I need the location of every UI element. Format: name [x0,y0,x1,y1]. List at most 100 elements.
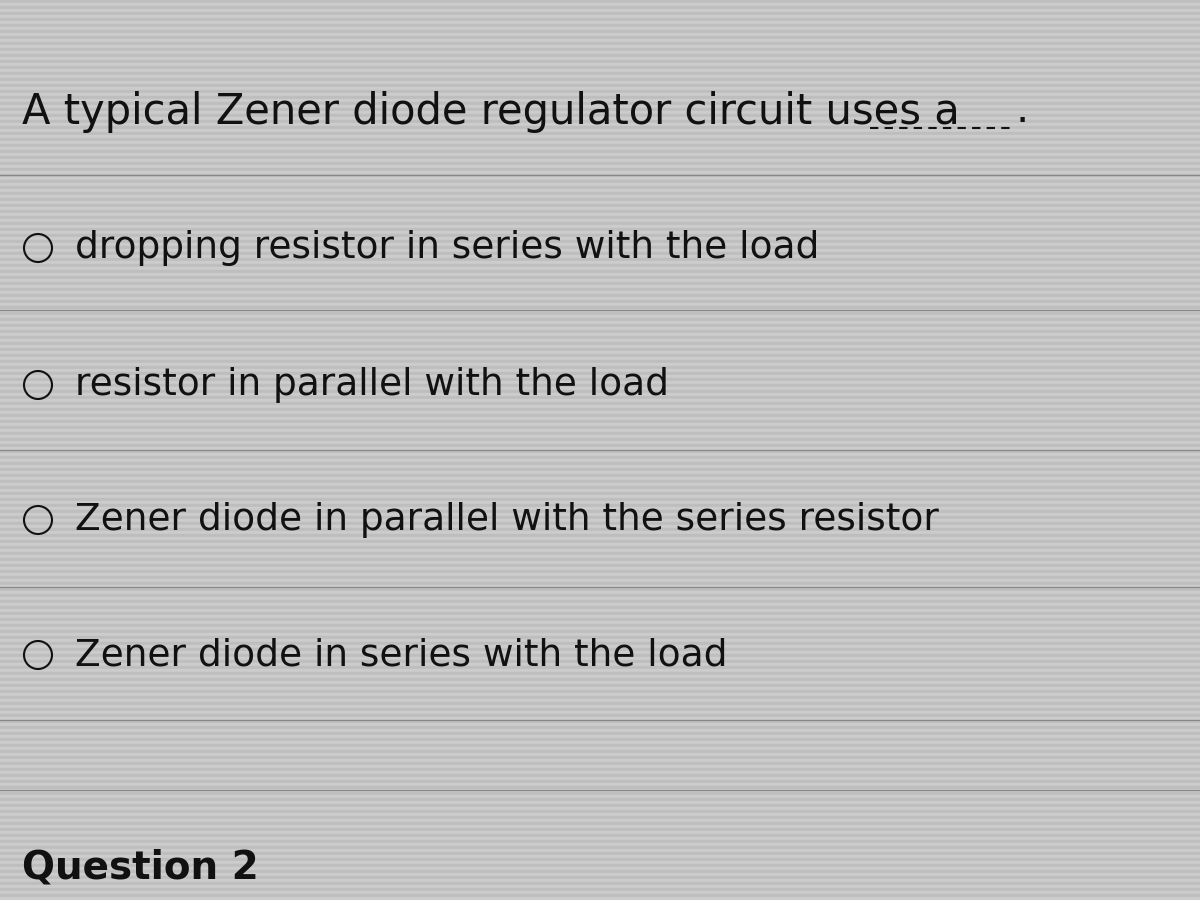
Bar [0,681,1200,684]
Bar [0,825,1200,828]
Bar [0,822,1200,825]
Bar [0,54,1200,57]
Bar [0,591,1200,594]
Bar [0,513,1200,516]
Bar [0,66,1200,69]
Bar [0,318,1200,321]
Bar [0,216,1200,219]
Bar [0,891,1200,894]
Bar [0,660,1200,663]
Bar [0,303,1200,306]
Bar [0,438,1200,441]
Bar [0,450,1200,453]
Bar [0,735,1200,738]
Bar [0,483,1200,486]
Bar [0,765,1200,768]
Bar [0,747,1200,750]
Bar [0,828,1200,831]
Bar [0,264,1200,267]
Text: dropping resistor in series with the load: dropping resistor in series with the loa… [74,230,820,266]
Bar [0,168,1200,171]
Bar [0,870,1200,873]
Bar [0,492,1200,495]
Bar [0,51,1200,54]
Bar [0,783,1200,786]
Bar [0,552,1200,555]
Bar [0,411,1200,414]
Bar [0,132,1200,135]
Bar [0,408,1200,411]
Bar [0,897,1200,900]
Bar [0,807,1200,810]
Bar [0,327,1200,330]
Bar [0,237,1200,240]
Bar [0,672,1200,675]
Bar [0,315,1200,318]
Bar [0,789,1200,792]
Bar [0,774,1200,777]
Bar [0,429,1200,432]
Bar [0,675,1200,678]
Bar [0,777,1200,780]
Bar [0,705,1200,708]
Bar [0,816,1200,819]
Bar [0,378,1200,381]
Bar [0,753,1200,756]
Bar [0,720,1200,723]
Bar [0,507,1200,510]
Bar [0,510,1200,513]
Bar [0,294,1200,297]
Bar [0,723,1200,726]
Bar [0,99,1200,102]
Bar [0,855,1200,858]
Bar [0,180,1200,183]
Bar [0,3,1200,6]
Bar [0,867,1200,870]
Bar [0,768,1200,771]
Bar [0,312,1200,315]
Bar [0,750,1200,753]
Bar [0,729,1200,732]
Bar [0,285,1200,288]
Bar [0,618,1200,621]
Bar [0,36,1200,39]
Bar [0,135,1200,138]
Bar [0,306,1200,309]
Bar [0,600,1200,603]
Bar [0,390,1200,393]
Bar [0,189,1200,192]
Bar [0,393,1200,396]
Bar [0,342,1200,345]
Bar [0,795,1200,798]
Bar [0,435,1200,438]
Bar [0,84,1200,87]
Bar [0,861,1200,864]
Bar [0,96,1200,99]
Bar [0,537,1200,540]
Bar [0,684,1200,687]
Bar [0,21,1200,24]
Bar [0,564,1200,567]
Bar [0,471,1200,474]
Bar [0,495,1200,498]
Bar [0,612,1200,615]
Bar [0,621,1200,624]
Bar [0,576,1200,579]
Bar [0,645,1200,648]
Text: Zener diode in parallel with the series resistor: Zener diode in parallel with the series … [74,502,938,538]
Bar [0,300,1200,303]
Bar [0,585,1200,588]
Bar [0,888,1200,891]
Bar [0,555,1200,558]
Bar [0,270,1200,273]
Bar [0,894,1200,897]
Bar [0,573,1200,576]
Bar [0,15,1200,18]
Bar [0,417,1200,420]
Bar [0,72,1200,75]
Bar [0,147,1200,150]
Bar [0,534,1200,537]
Bar [0,567,1200,570]
Bar [0,351,1200,354]
Bar [0,582,1200,585]
